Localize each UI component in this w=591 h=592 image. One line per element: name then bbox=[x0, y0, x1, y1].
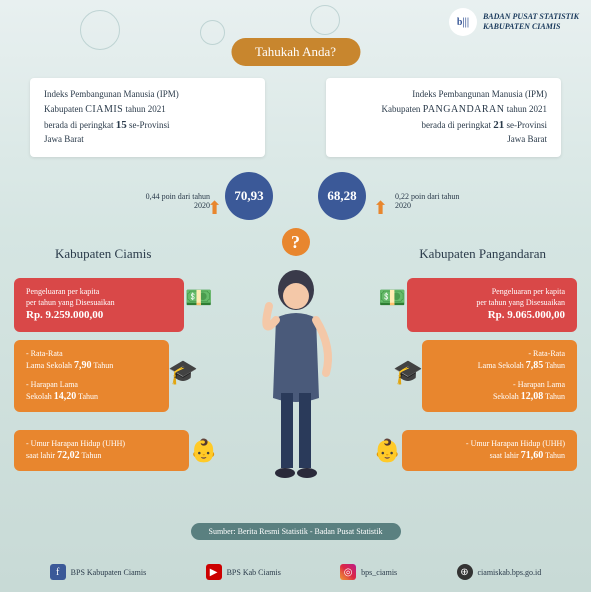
title-banner: Tahukah Anda? bbox=[231, 38, 360, 66]
stat-text: Sekolah 12,08 Tahun bbox=[434, 390, 565, 404]
ipm-value-pangandaran: 68,28 bbox=[318, 172, 366, 220]
social-facebook[interactable]: f BPS Kabupaten Ciamis bbox=[50, 564, 147, 580]
social-label: BPS Kab Ciamis bbox=[227, 568, 281, 577]
card-text: berada di peringkat 21 se-Provinsi bbox=[340, 117, 547, 134]
section-heading-pangandaran: Kabupaten Pangandaran bbox=[419, 246, 546, 262]
stat-label: - Rata-Rata bbox=[434, 348, 565, 359]
youtube-icon: ▶ bbox=[206, 564, 222, 580]
delta-text-r: 0,22 poin dari tahun 2020 bbox=[395, 192, 475, 210]
card-text: Indeks Pembangunan Manusia (IPM) bbox=[44, 88, 251, 102]
stat-education-pangandaran: - Rata-Rata Lama Sekolah 7,85 Tahun - Ha… bbox=[422, 340, 577, 412]
delta-text-l: 0,44 poin dari tahun 2020 bbox=[130, 192, 210, 210]
stat-life-expectancy-pangandaran: - Umur Harapan Hidup (UHH) saat lahir 71… bbox=[402, 430, 577, 471]
baby-icon: 👶 bbox=[374, 438, 401, 464]
stat-label: per tahun yang Disesuaikan bbox=[419, 297, 565, 308]
website-link[interactable]: ⊕ ciamiskab.bps.go.id bbox=[457, 564, 542, 580]
social-instagram[interactable]: ◎ bps_ciamis bbox=[340, 564, 397, 580]
money-icon: 💵 bbox=[185, 285, 212, 311]
card-text: Indeks Pembangunan Manusia (IPM) bbox=[340, 88, 547, 102]
arrow-up-icon: ⬆ bbox=[373, 198, 388, 219]
stat-text: saat lahir 71,60 Tahun bbox=[414, 449, 565, 463]
stat-text: saat lahir 72,02 Tahun bbox=[26, 449, 177, 463]
social-label: BPS Kabupaten Ciamis bbox=[71, 568, 147, 577]
footer: f BPS Kabupaten Ciamis ▶ BPS Kab Ciamis ◎ b… bbox=[0, 564, 591, 580]
stat-education-ciamis: - Rata-Rata Lama Sekolah 7,90 Tahun - Ha… bbox=[14, 340, 169, 412]
stat-expenditure-pangandaran: Pengeluaran per kapita per tahun yang Di… bbox=[407, 278, 577, 332]
stat-expenditure-ciamis: Pengeluaran per kapita per tahun yang Di… bbox=[14, 278, 184, 332]
instagram-icon: ◎ bbox=[340, 564, 356, 580]
stat-label: - Umur Harapan Hidup (UHH) bbox=[26, 438, 177, 449]
education-icon: 🎓 bbox=[393, 358, 423, 387]
stat-life-expectancy-ciamis: - Umur Harapan Hidup (UHH) saat lahir 72… bbox=[14, 430, 189, 471]
education-icon: 🎓 bbox=[168, 358, 198, 387]
baby-icon: 👶 bbox=[190, 438, 217, 464]
social-youtube[interactable]: ▶ BPS Kab Ciamis bbox=[206, 564, 281, 580]
section-heading-ciamis: Kabupaten Ciamis bbox=[55, 246, 151, 262]
facebook-icon: f bbox=[50, 564, 66, 580]
stat-label: - Rata-Rata bbox=[26, 348, 157, 359]
website-label: ciamiskab.bps.go.id bbox=[478, 568, 542, 577]
org-name-2: KABUPATEN CIAMIS bbox=[483, 22, 579, 32]
org-name-1: BADAN PUSAT STATISTIK bbox=[483, 12, 579, 22]
stat-label: - Umur Harapan Hidup (UHH) bbox=[414, 438, 565, 449]
stat-text: Lama Sekolah 7,90 Tahun bbox=[26, 359, 157, 373]
social-label: bps_ciamis bbox=[361, 568, 397, 577]
stat-label: Pengeluaran per kapita bbox=[26, 286, 172, 297]
stat-label: Pengeluaran per kapita bbox=[419, 286, 565, 297]
bps-logo-icon: b||| bbox=[449, 8, 477, 36]
ipm-card-pangandaran: Indeks Pembangunan Manusia (IPM) Kabupat… bbox=[326, 78, 561, 157]
deco-circle bbox=[80, 10, 120, 50]
deco-circle bbox=[200, 20, 225, 45]
card-text: Kabupaten CIAMIS tahun 2021 bbox=[44, 102, 251, 117]
question-mark-icon: ? bbox=[282, 228, 310, 256]
stat-label: per tahun yang Disesuaikan bbox=[26, 297, 172, 308]
header: b||| BADAN PUSAT STATISTIKKABUPATEN CIAM… bbox=[449, 8, 579, 36]
stat-value: Rp. 9.065.000,00 bbox=[419, 308, 565, 323]
ipm-value-ciamis: 70,93 bbox=[225, 172, 273, 220]
card-text: Kabupaten PANGANDARAN tahun 2021 bbox=[340, 102, 547, 117]
globe-icon: ⊕ bbox=[457, 564, 473, 580]
ipm-card-ciamis: Indeks Pembangunan Manusia (IPM) Kabupat… bbox=[30, 78, 265, 157]
source-text: Sumber: Berita Resmi Statistik - Badan P… bbox=[191, 523, 401, 540]
money-icon: 💵 bbox=[379, 285, 406, 311]
stat-label: - Harapan Lama bbox=[26, 379, 157, 390]
person-illustration bbox=[241, 258, 351, 488]
stat-label: - Harapan Lama bbox=[434, 379, 565, 390]
stat-value: Rp. 9.259.000,00 bbox=[26, 308, 172, 323]
card-text: berada di peringkat 15 se-Provinsi bbox=[44, 117, 251, 134]
deco-circle bbox=[310, 5, 340, 35]
stat-text: Lama Sekolah 7,85 Tahun bbox=[434, 359, 565, 373]
card-text: Jawa Barat bbox=[340, 133, 547, 147]
stat-text: Sekolah 14,20 Tahun bbox=[26, 390, 157, 404]
card-text: Jawa Barat bbox=[44, 133, 251, 147]
